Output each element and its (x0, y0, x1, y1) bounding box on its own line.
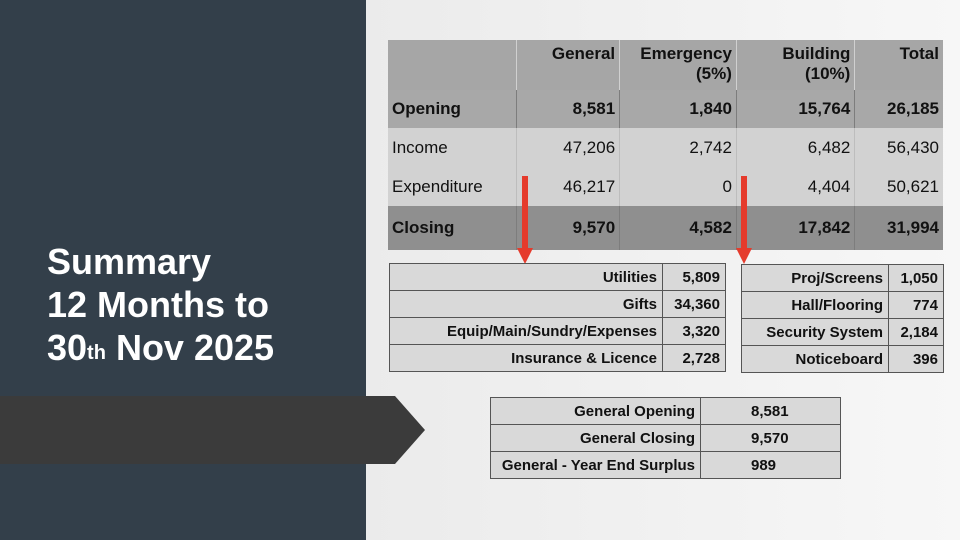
cell-value: 2,728 (662, 344, 726, 372)
arrow-banner (0, 396, 425, 464)
cell-value: 50,621 (887, 176, 939, 196)
table-row: Opening 8,581 1,840 15,764 26,185 (388, 90, 943, 128)
cell-value: 3,320 (662, 317, 726, 345)
cell-value: 15,764 (736, 90, 856, 128)
table-row: Proj/Screens 1,050 (741, 264, 944, 292)
table-row: Expenditure 46,217 0 4,404 50,621 (388, 167, 943, 206)
down-arrow-icon (736, 176, 752, 264)
table-row: Security System 2,184 (741, 318, 944, 346)
down-arrow-icon (517, 176, 533, 264)
cell-value: 34,360 (662, 290, 726, 318)
header-cell: Building (10%) (736, 40, 856, 90)
row-label: Expenditure (388, 167, 517, 206)
row-label: Closing (388, 206, 517, 250)
slide-title: Summary 12 Months to 30th Nov 2025 (47, 240, 274, 369)
table-row: Income 47,206 2,742 6,482 56,430 (388, 128, 943, 167)
cell-value: 4,582 (619, 206, 737, 250)
cell-value: 17,842 (736, 206, 856, 250)
table-row: Insurance & Licence 2,728 (389, 344, 726, 372)
cell-value: 4,404 (736, 167, 856, 206)
table-row: Gifts 34,360 (389, 290, 726, 318)
cell-value: 2,184 (888, 318, 944, 346)
header-cell (388, 40, 517, 90)
cell-value: 9,570 (516, 206, 621, 250)
cell-value: 8,581 (516, 90, 621, 128)
cell-value: 56,430 (887, 137, 939, 157)
table-row: General Opening 8,581 (490, 397, 841, 425)
general-summary-table: General Opening 8,581 General Closing 9,57… (490, 397, 841, 479)
cell-value: 2,742 (619, 128, 737, 167)
title-line-2: 12 Months to (47, 284, 269, 325)
table-row: Hall/Flooring 774 (741, 291, 944, 319)
header-cell: Total (899, 44, 939, 63)
table-row: General - Year End Surplus 989 (490, 451, 841, 479)
header-cell: General (516, 40, 621, 90)
table-row: Utilities 5,809 (389, 263, 726, 291)
title-line-3-prefix: 30 (47, 327, 88, 368)
row-label: General Closing (490, 424, 701, 452)
cell-value: 396 (888, 345, 944, 373)
cell-value: 31,994 (887, 218, 939, 237)
cell-value: 1,840 (619, 90, 737, 128)
cell-value: 47,206 (516, 128, 621, 167)
title-line-1: Summary (47, 241, 212, 282)
title-line-3-sup: th (87, 342, 106, 364)
cell-value: 9,570 (700, 424, 841, 452)
row-label: Security System (741, 318, 889, 346)
summary-table: General Emergency (5%) Building (10%) Tota… (388, 40, 943, 250)
row-label: Equip/Main/Sundry/Expenses (389, 317, 663, 345)
row-label: Income (388, 128, 517, 167)
cell-value: 8,581 (700, 397, 841, 425)
row-label: Insurance & Licence (389, 344, 663, 372)
row-label: Hall/Flooring (741, 291, 889, 319)
table-row: Equip/Main/Sundry/Expenses 3,320 (389, 317, 726, 345)
row-label: Utilities (389, 263, 663, 291)
row-label: General Opening (490, 397, 701, 425)
cell-value: 5,809 (662, 263, 726, 291)
title-line-3-suffix: Nov 2025 (105, 327, 275, 368)
row-label: Gifts (389, 290, 663, 318)
building-expenditure-table: Proj/Screens 1,050 Hall/Flooring 774 Secur… (741, 264, 944, 373)
cell-value: 46,217 (516, 167, 621, 206)
cell-value: 26,185 (887, 99, 939, 118)
cell-value: 6,482 (736, 128, 856, 167)
header-cell: Emergency (5%) (619, 40, 737, 90)
row-label: Noticeboard (741, 345, 889, 373)
row-label: General - Year End Surplus (490, 451, 701, 479)
table-row: Noticeboard 396 (741, 345, 944, 373)
cell-value: 774 (888, 291, 944, 319)
cell-value: 1,050 (888, 264, 944, 292)
table-row: General Closing 9,570 (490, 424, 841, 452)
summary-header-row: General Emergency (5%) Building (10%) Tota… (388, 40, 943, 90)
cell-value: 0 (619, 167, 737, 206)
row-label: Opening (388, 90, 517, 128)
table-row: Closing 9,570 4,582 17,842 31,994 (388, 206, 943, 250)
general-expenditure-table: Utilities 5,809 Gifts 34,360 Equip/Main/Su… (389, 263, 726, 372)
cell-value: 989 (700, 451, 841, 479)
row-label: Proj/Screens (741, 264, 889, 292)
